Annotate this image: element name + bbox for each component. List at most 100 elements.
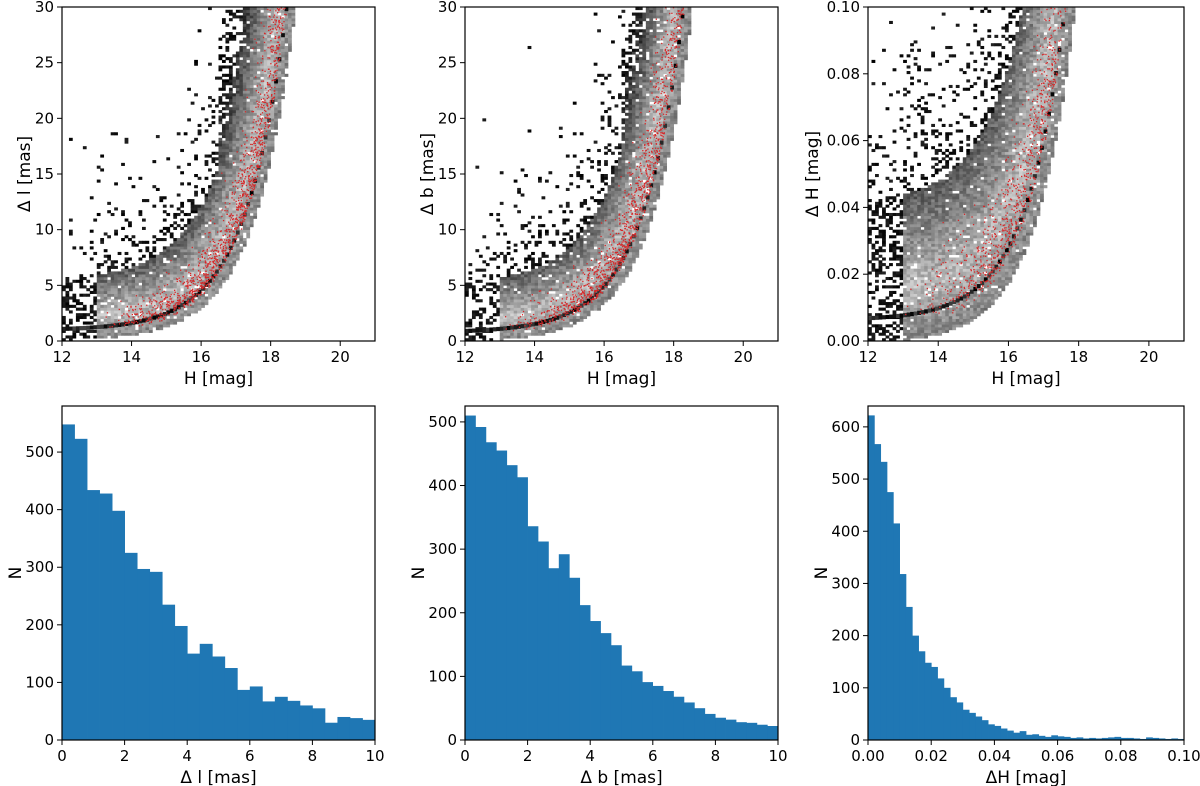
density-cell [65,285,70,289]
density-cell [121,322,125,327]
density-cell [183,260,188,264]
scatter-point [244,169,246,171]
density-cell [551,327,556,331]
density-cell [253,29,258,33]
scatter-point [226,210,228,212]
scatter-point [269,32,271,35]
scatter-point [257,106,259,108]
scatter-point [203,281,205,283]
scatter-point [265,130,268,132]
density-cell [506,296,511,300]
density-cell [197,263,202,267]
scatter-point [213,245,215,247]
density-cell [100,324,105,329]
density-cell [249,190,254,196]
density-cell [593,212,598,217]
density-cell [162,265,167,269]
density-cell [249,176,254,180]
density-cell [117,310,122,314]
scatter-point [271,79,273,82]
density-cell [246,137,251,141]
density-cell [180,290,185,294]
density-cell [232,179,237,183]
density-cell [190,101,195,105]
density-cell [232,37,237,41]
density-cell [565,260,570,264]
density-cell [124,235,129,239]
density-cell [225,132,230,136]
density-cell [270,59,275,63]
density-cell [284,62,289,66]
scatter-point [164,285,166,287]
scatter-point [230,224,233,226]
density-cell [267,140,271,144]
density-cell [235,84,240,89]
scatter-point [274,79,276,82]
density-cell [558,285,563,289]
density-cell [82,313,87,317]
density-cell [162,218,167,222]
density-cell [197,210,202,214]
density-cell [586,290,591,294]
scatter-point [198,262,201,264]
scatter-point [267,84,269,86]
scatter-point [280,16,282,18]
density-cell [183,257,188,261]
density-cell [107,274,111,278]
density-cell [510,285,514,289]
scatter-point [186,301,189,303]
scatter-point [176,280,178,283]
density-cell [256,93,261,97]
density-cell [166,271,171,275]
density-cell [135,307,139,311]
density-cell [263,37,268,41]
density-cell [256,176,261,180]
density-cell [489,296,494,300]
density-cell [176,251,181,256]
scatter-point [239,221,241,223]
density-cell [68,282,73,286]
density-cell [232,246,237,250]
density-cell [228,68,233,72]
density-cell [208,226,212,230]
density-cell [576,288,581,292]
density-cell [277,40,282,44]
density-cell [267,157,271,161]
density-cell [110,271,115,275]
scatter-point [216,274,218,277]
density-cell [197,238,202,242]
density-cell [221,123,226,127]
density-cell [148,251,153,256]
scatter-point [252,154,255,156]
density-cell [228,109,233,114]
scatter-point [196,276,198,278]
density-cell [173,238,178,242]
density-cell [194,265,198,269]
density-cell [249,76,254,80]
density-cell [173,271,178,275]
density-cell [583,249,588,253]
density-cell [565,265,570,269]
density-cell [263,160,268,164]
density-cell [253,109,258,114]
density-cell [228,224,233,228]
density-cell [270,71,275,75]
scatter-point [218,250,220,252]
density-cell [576,165,581,169]
density-cell [187,293,191,297]
density-cell [277,68,282,72]
scatter-point [201,281,204,284]
density-cell [274,112,278,116]
density-cell [166,290,171,294]
density-cell [152,313,157,317]
scatter-point [182,276,184,278]
scatter-point [206,276,208,278]
density-cell [232,34,237,38]
density-cell [506,288,511,292]
density-cell [218,140,223,144]
scatter-point [273,76,275,78]
density-cell [583,229,588,233]
density-cell [180,268,185,272]
density-cell [284,51,289,55]
density-cell [604,226,608,230]
